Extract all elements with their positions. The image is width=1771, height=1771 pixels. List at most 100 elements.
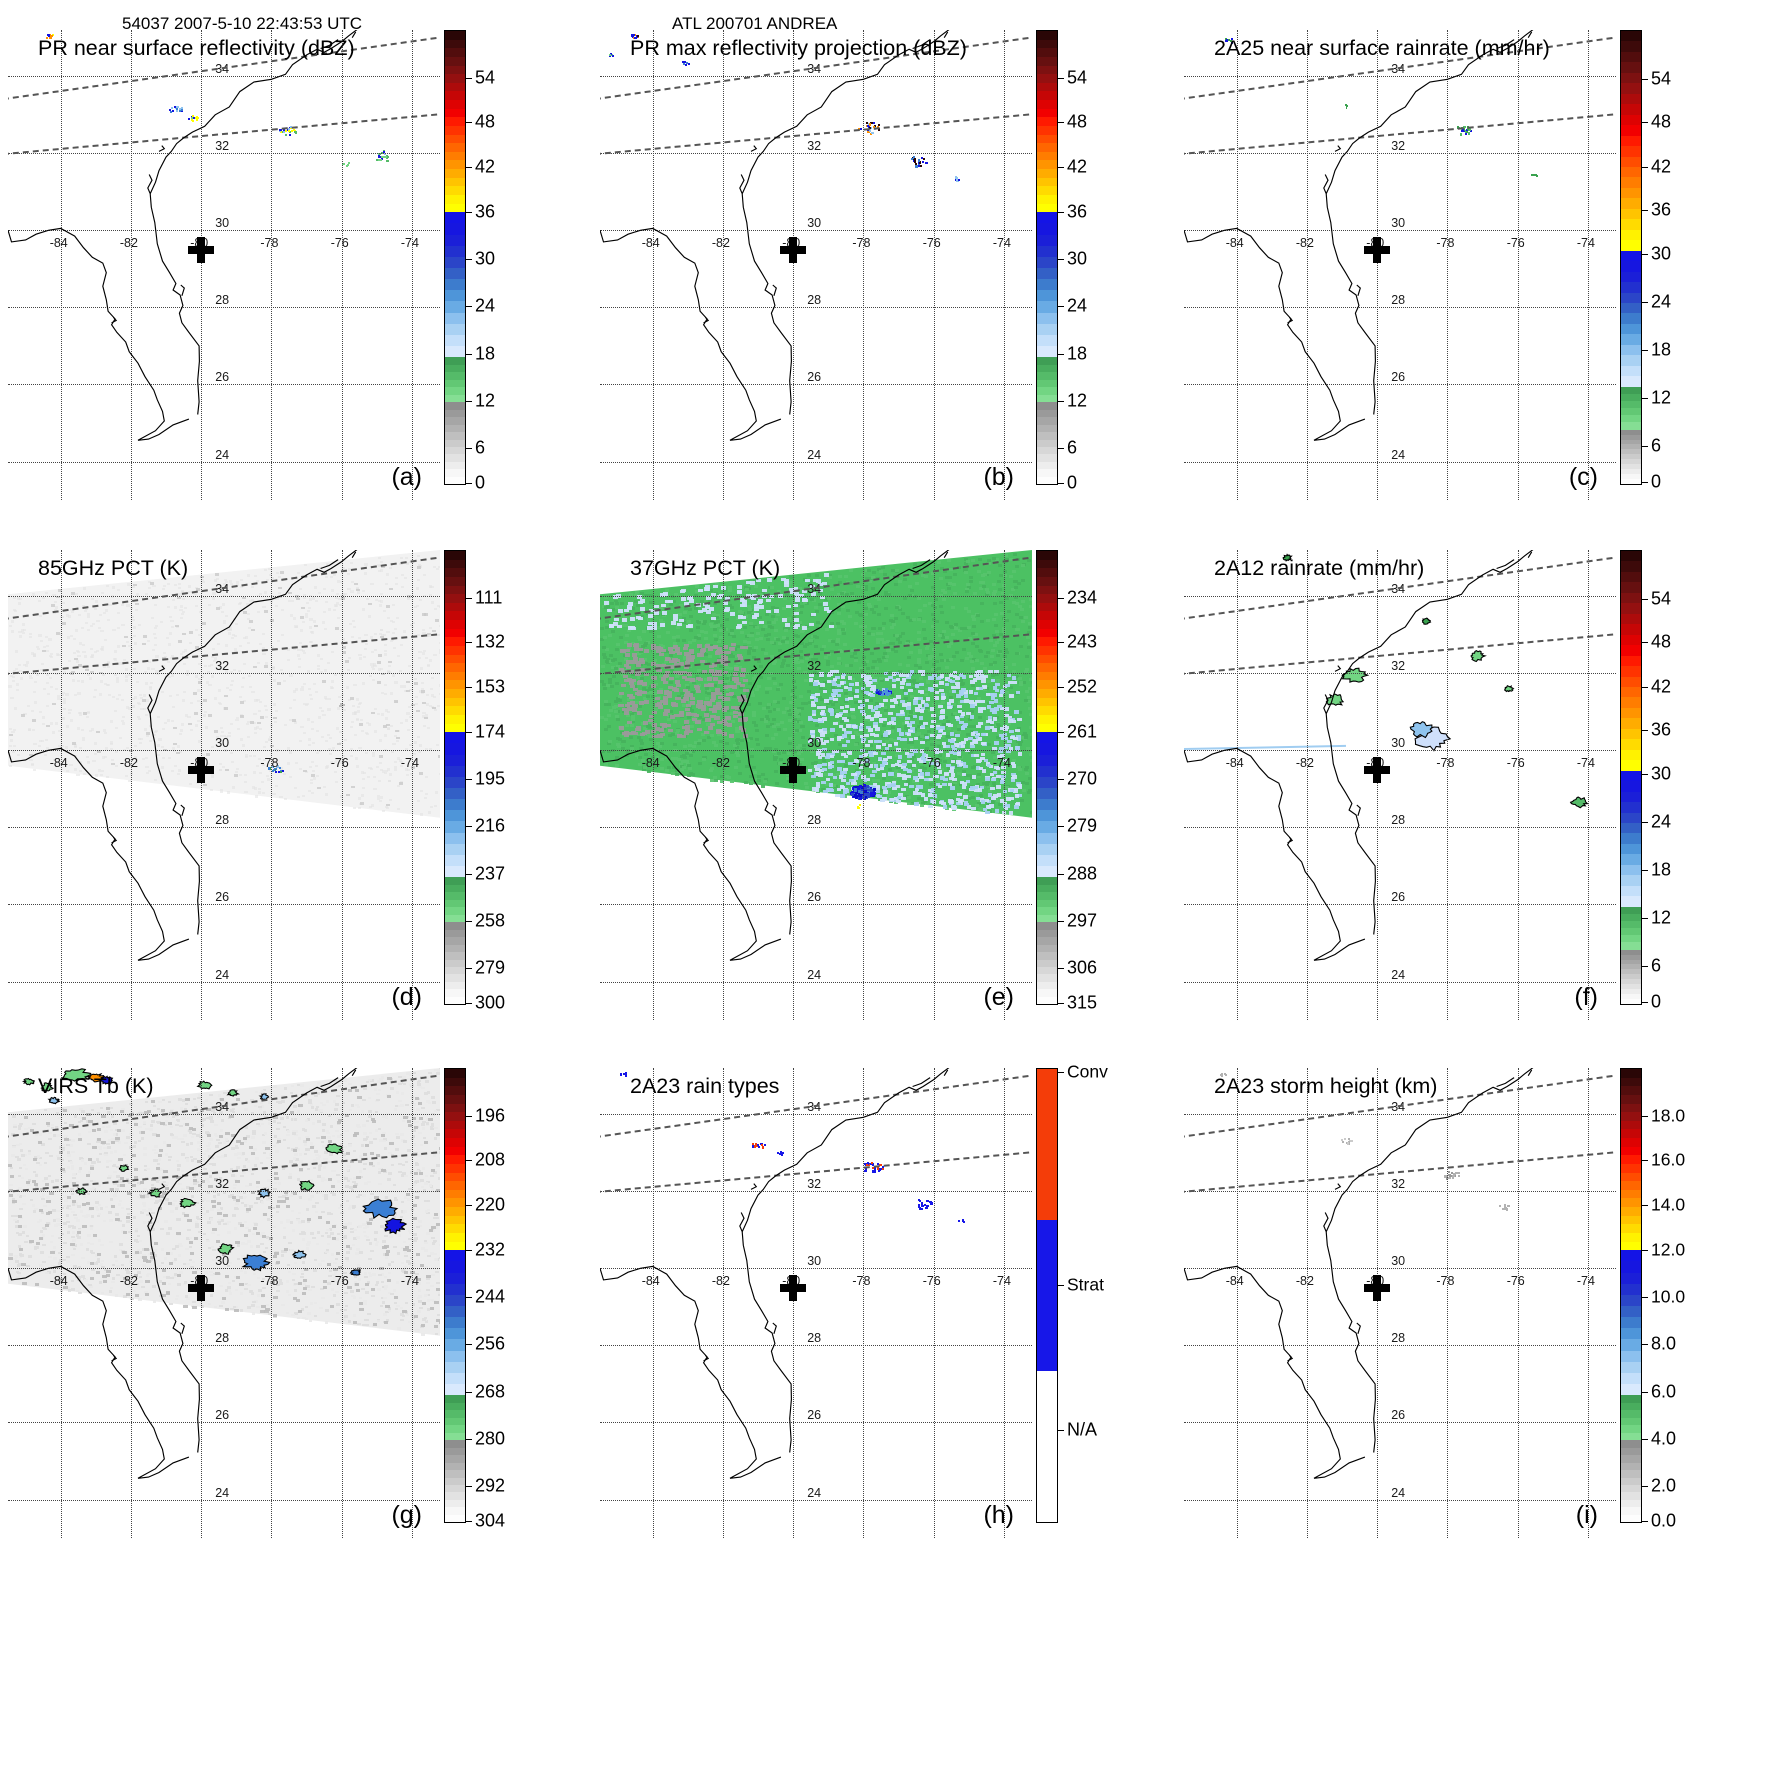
data-pixel xyxy=(787,713,792,717)
data-pixel xyxy=(896,728,902,732)
data-pixel xyxy=(685,698,690,701)
map-canvas-c[interactable]: -84 -82 -80 -78 -76 -74 34 32 30 28 26 24 2A25 near … xyxy=(1184,30,1616,500)
data-pixel xyxy=(982,685,987,689)
data-pixel xyxy=(878,660,882,664)
map-canvas-b[interactable]: -84 -82 -80 -78 -76 -74 34 32 30 28 26 24 PR max ref… xyxy=(600,30,1032,500)
data-pixel xyxy=(208,604,212,607)
data-pixel xyxy=(843,728,848,732)
data-pixel xyxy=(286,747,290,750)
panel-a[interactable]: -84 -82 -80 -78 -76 -74 34 32 30 28 26 24 PR near su… xyxy=(8,30,508,530)
data-pixel xyxy=(333,604,337,607)
data-pixel xyxy=(675,635,680,639)
data-pixel xyxy=(380,155,384,158)
data-pixel xyxy=(839,774,845,778)
data-pixel xyxy=(180,110,183,113)
data-pixel xyxy=(429,659,433,662)
data-pixel xyxy=(862,693,867,696)
data-pixel xyxy=(907,796,911,800)
data-pixel xyxy=(372,751,376,755)
data-pixel xyxy=(631,681,636,685)
data-pixel xyxy=(992,693,998,697)
data-pixel xyxy=(939,681,944,685)
data-pixel xyxy=(295,597,300,601)
data-pixel xyxy=(708,647,714,651)
data-pixel xyxy=(629,695,635,700)
colorbar-b[interactable]: 54 48 42 36 30 24 18 12 6 0 xyxy=(1036,30,1098,500)
data-pixel xyxy=(797,743,802,747)
colorbar-c[interactable]: 54 48 42 36 30 24 18 12 6 0 xyxy=(1620,30,1682,500)
gridline-lon-5 xyxy=(1003,30,1005,500)
colorbar-tick xyxy=(466,920,472,922)
data-pixel xyxy=(416,633,420,637)
panel-d[interactable]: -84 -82 -80 -78 -76 -74 34 32 30 28 26 24 85GHz PCT … xyxy=(8,550,508,1050)
data-pixel xyxy=(963,690,968,694)
data-pixel xyxy=(270,619,275,622)
data-pixel xyxy=(187,590,191,594)
data-pixel xyxy=(865,715,870,719)
panel-c[interactable]: -84 -82 -80 -78 -76 -74 34 32 30 28 26 24 2A25 near … xyxy=(1184,30,1684,530)
data-pixel xyxy=(272,792,276,796)
data-pixel xyxy=(894,801,899,805)
data-pixel xyxy=(318,716,322,719)
data-pixel xyxy=(791,773,796,776)
map-canvas-a[interactable]: -84 -82 -80 -78 -76 -74 34 32 30 28 26 24 PR near su… xyxy=(8,30,440,500)
data-pixel xyxy=(736,729,741,733)
data-pixel xyxy=(964,571,969,574)
data-pixel xyxy=(1011,570,1016,573)
data-pixel xyxy=(763,719,768,723)
panel-e[interactable]: -84 -82 -80 -78 -76 -74 34 32 30 28 26 24 37GHz PCT … xyxy=(600,550,1100,1050)
data-pixel xyxy=(180,589,185,593)
data-pixel xyxy=(716,639,721,643)
panel-b[interactable]: -84 -82 -80 -78 -76 -74 34 32 30 28 26 24 PR max ref… xyxy=(600,30,1100,530)
data-pixel xyxy=(792,717,797,721)
data-pixel xyxy=(180,590,184,594)
data-pixel xyxy=(179,729,183,732)
data-pixel xyxy=(685,720,690,723)
data-pixel xyxy=(897,606,902,610)
data-pixel xyxy=(828,783,834,787)
data-pixel xyxy=(913,791,918,795)
data-pixel xyxy=(786,777,791,781)
data-pixel xyxy=(351,704,355,707)
data-pixel xyxy=(49,677,53,680)
data-pixel xyxy=(999,690,1005,694)
data-pixel xyxy=(696,689,702,694)
colorbar-label: 42 xyxy=(1067,156,1088,177)
data-pixel xyxy=(958,782,963,786)
data-pixel xyxy=(430,687,434,691)
data-pixel xyxy=(642,700,648,705)
data-pixel xyxy=(294,646,298,649)
data-pixel xyxy=(988,669,993,674)
colorbar-segment xyxy=(1621,177,1641,189)
data-pixel xyxy=(977,758,982,763)
colorbar-d[interactable]: 111 132 153 174 195 216 237 258 279 300 xyxy=(444,550,506,1020)
data-pixel xyxy=(1000,779,1005,783)
data-pixel xyxy=(662,722,668,727)
data-pixel xyxy=(394,735,398,738)
data-pixel xyxy=(1463,126,1466,129)
data-pixel xyxy=(1468,128,1472,131)
data-pixel xyxy=(927,709,932,712)
data-pixel xyxy=(889,772,895,776)
data-pixel xyxy=(966,805,972,809)
map-canvas-e[interactable]: -84 -82 -80 -78 -76 -74 34 32 30 28 26 24 37GHz PCT … xyxy=(600,550,1032,1020)
data-pixel xyxy=(301,649,305,653)
colorbar-a[interactable]: 54 48 42 36 30 24 18 12 6 0 xyxy=(444,30,506,500)
data-pixel xyxy=(666,690,672,695)
data-pixel xyxy=(837,767,842,771)
data-pixel xyxy=(87,712,91,715)
data-pixel xyxy=(218,768,223,772)
data-pixel xyxy=(79,761,83,764)
data-pixel xyxy=(939,566,944,570)
data-pixel xyxy=(637,671,642,675)
data-pixel xyxy=(688,773,693,777)
data-pixel xyxy=(930,624,935,628)
data-pixel xyxy=(845,609,850,613)
map-canvas-d[interactable]: -84 -82 -80 -78 -76 -74 34 32 30 28 26 24 85GHz PCT … xyxy=(8,550,440,1020)
data-pixel xyxy=(669,659,675,664)
data-pixel xyxy=(74,754,78,758)
data-pixel xyxy=(873,680,878,684)
data-pixel xyxy=(367,776,371,779)
data-pixel xyxy=(961,764,966,768)
data-pixel xyxy=(735,626,740,630)
